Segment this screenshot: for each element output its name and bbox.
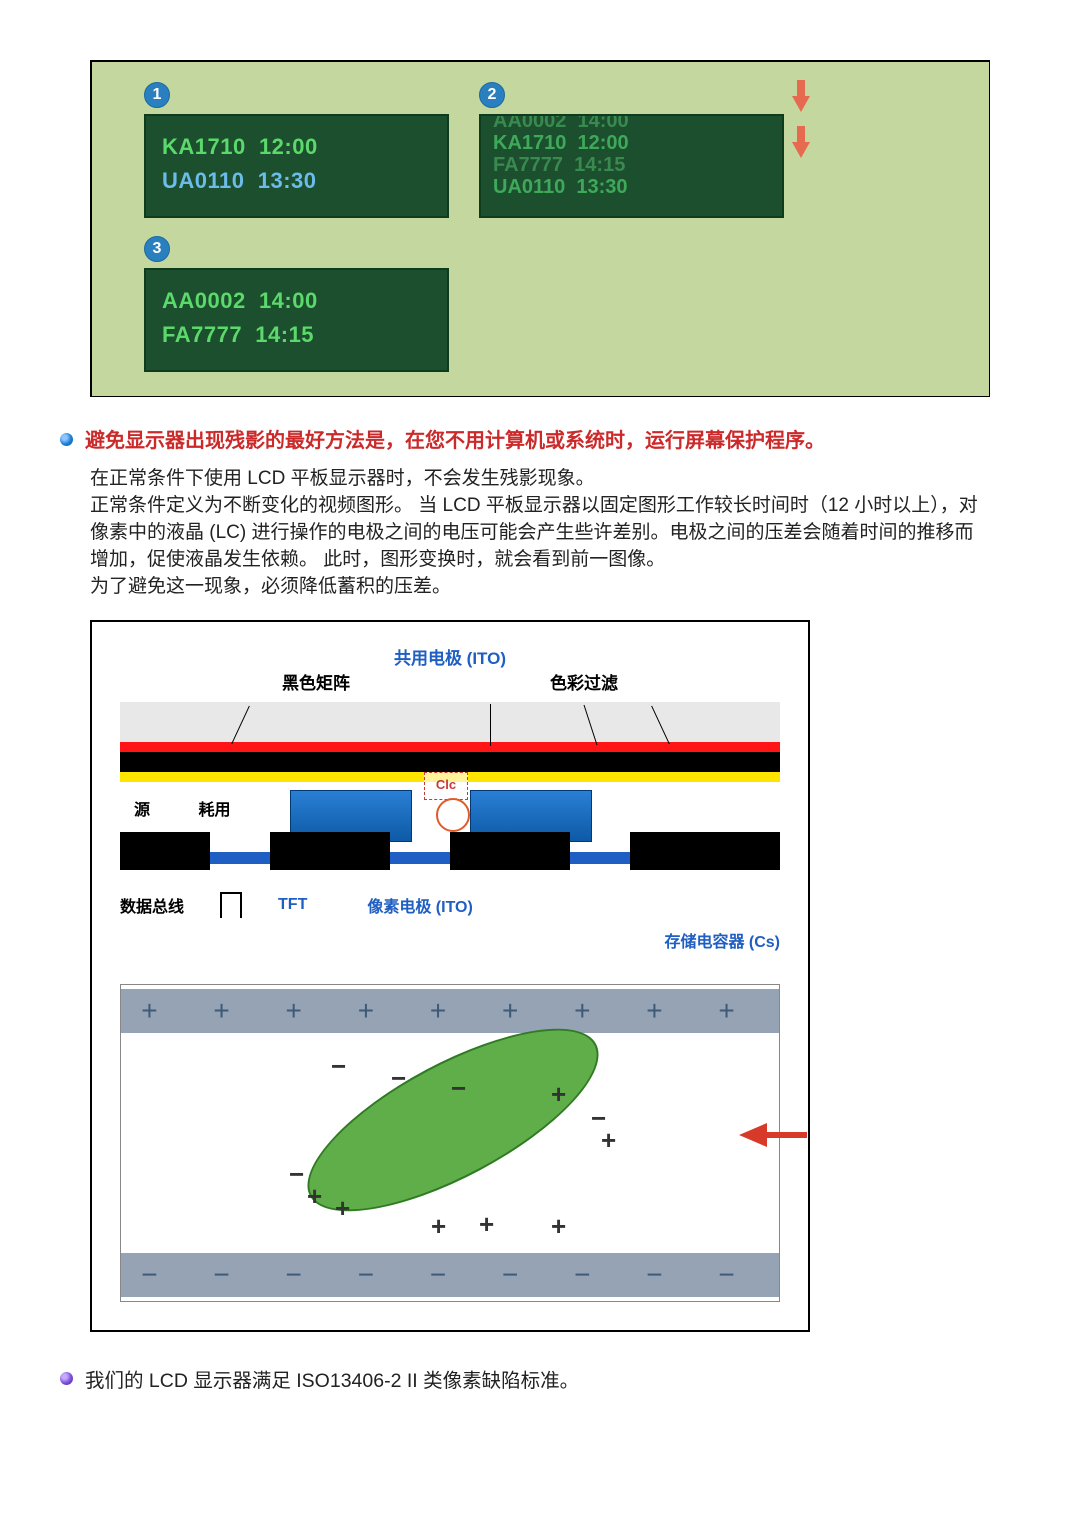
section-heading-row: 避免显示器出现残影的最好方法是，在您不用计算机或系统时，运行屏幕保护程序。 (60, 427, 990, 455)
label-tft: TFT (278, 896, 307, 914)
label-cs: 存储电容器 (Cs) (120, 928, 780, 952)
screen-2-scrolling: AA0002 14:00 KA1710 12:00 FA7777 14:15 U… (479, 114, 784, 218)
screen3-line1: AA0002 14:00 (162, 284, 431, 318)
charge-sign: + (307, 1181, 322, 1212)
red-arrow-icon (739, 1123, 767, 1147)
panel-3: 3 AA0002 14:00 FA7777 14:15 (144, 236, 449, 372)
badge-1: 1 (144, 82, 170, 108)
screen-3: AA0002 14:00 FA7777 14:15 (144, 268, 449, 372)
cross-section-diagram: Clc 源 耗用 (120, 702, 780, 882)
charge-sign: − (289, 1159, 304, 1190)
badge-3: 3 (144, 236, 170, 262)
scroll-arrows (792, 96, 810, 158)
gate-icon (220, 892, 242, 918)
screen1-line1: KA1710 12:00 (162, 130, 431, 164)
screen2-line3: FA7777 14:15 (493, 154, 770, 176)
highlight-circle (436, 798, 470, 832)
arrow-down-icon (792, 142, 810, 158)
iso-note-row: 我们的 LCD 显示器满足 ISO13406-2 II 类像素缺陷标准。 (60, 1368, 990, 1394)
charge-sign: + (601, 1125, 616, 1156)
charge-sign: + (551, 1211, 566, 1242)
label-color-filter: 色彩过滤 (550, 669, 618, 694)
charge-sign: − (451, 1073, 466, 1104)
plus-electrode-bar: + + + + + + + + + (121, 989, 779, 1033)
screen-1: KA1710 12:00 UA0110 13:30 (144, 114, 449, 218)
label-clc: Clc (424, 772, 468, 800)
label-source: 源 (134, 802, 150, 819)
label-data-bus: 数据总线 (120, 893, 184, 917)
charge-sign: + (479, 1209, 494, 1240)
panel-2: 2 AA0002 14:00 KA1710 12:00 FA7777 14:15… (479, 82, 784, 372)
bottom-labels: 数据总线 TFT 像素电极 (ITO) (120, 892, 780, 918)
source-drain-labels: 源 耗用 (134, 796, 230, 820)
section-heading: 避免显示器出现残影的最好方法是，在您不用计算机或系统时，运行屏幕保护程序。 (85, 427, 825, 455)
label-pixel-electrode: 像素电极 (ITO) (367, 893, 472, 917)
charge-sign: + (551, 1079, 566, 1110)
label-drain: 耗用 (198, 802, 230, 819)
figure-ghosting-examples: 1 KA1710 12:00 UA0110 13:30 3 AA0002 14:… (90, 60, 990, 397)
screen2-line2: KA1710 12:00 (493, 132, 770, 154)
section-body: 在正常条件下使用 LCD 平板显示器时，不会发生残影现象。正常条件定义为不断变化… (90, 465, 990, 600)
screen2-line1: AA0002 14:00 (493, 114, 770, 132)
bullet-icon (60, 1372, 73, 1385)
top-labels: 共用电极 (ITO) (120, 644, 780, 669)
iso-note: 我们的 LCD 显示器满足 ISO13406-2 II 类像素缺陷标准。 (85, 1368, 579, 1394)
charge-sign: − (331, 1051, 346, 1082)
label-common-electrode: 共用电极 (ITO) (394, 644, 506, 669)
badge-2: 2 (479, 82, 505, 108)
charge-sign: + (335, 1193, 350, 1224)
figure-lcd-cross-section: 共用电极 (ITO) 黑色矩阵 色彩过滤 Clc 源 耗用 数据总线 TFT 像… (90, 620, 810, 1332)
arrow-down-icon (792, 96, 810, 112)
screen2-line4: UA0110 13:30 (493, 176, 770, 198)
charge-sign: + (431, 1211, 446, 1242)
lc-middle: −−−+−+−+++++ (121, 1033, 779, 1253)
label-black-matrix: 黑色矩阵 (282, 669, 350, 694)
bullet-icon (60, 433, 73, 446)
screen1-line2: UA0110 13:30 (162, 164, 431, 198)
charge-sign: − (391, 1063, 406, 1094)
panel-1: 1 KA1710 12:00 UA0110 13:30 (144, 82, 449, 218)
lc-voltage-diagram: + + + + + + + + + −−−+−+−+++++ − − − − −… (120, 984, 780, 1302)
minus-electrode-bar: − − − − − − − − − (121, 1253, 779, 1297)
screen3-line2: FA7777 14:15 (162, 318, 431, 352)
